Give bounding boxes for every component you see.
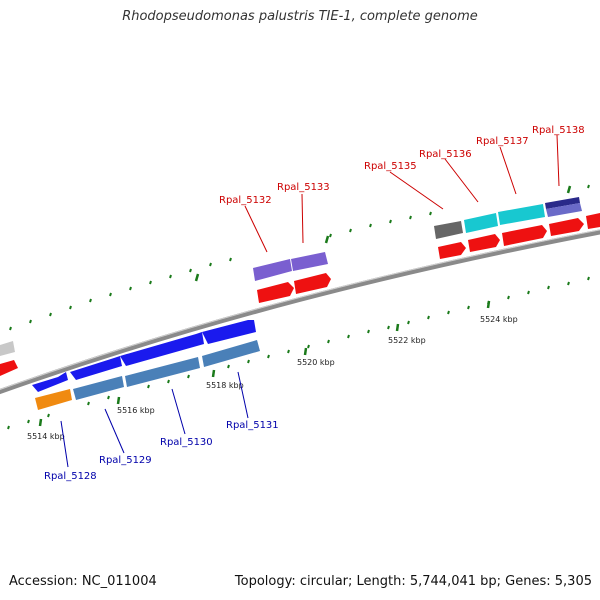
- gene-label[interactable]: Rpal_5131: [226, 420, 279, 431]
- gene-feature[interactable]: [498, 204, 545, 225]
- scale-label: 5524 kbp: [480, 315, 518, 324]
- scale-label: 5514 kbp: [27, 432, 65, 441]
- gene-feature[interactable]: [73, 376, 124, 400]
- gene-label[interactable]: Rpal_5133: [277, 182, 330, 193]
- genome-backbone-highlight: [0, 229, 600, 390]
- gene-feature[interactable]: [253, 259, 292, 281]
- gene-feature[interactable]: [202, 320, 256, 344]
- gene-features-right[interactable]: [434, 197, 600, 259]
- gene-feature[interactable]: [464, 213, 498, 233]
- gene-feature[interactable]: [120, 332, 204, 366]
- gene-label[interactable]: Rpal_5136: [419, 149, 472, 160]
- gene-feature[interactable]: [35, 389, 72, 410]
- gene-feature[interactable]: [434, 221, 463, 239]
- gene-label[interactable]: Rpal_5137: [476, 136, 529, 147]
- gene-feature[interactable]: [0, 341, 15, 356]
- gene-label[interactable]: Rpal_5138: [532, 125, 585, 136]
- gene-feature[interactable]: [546, 203, 582, 217]
- scale-label: 5516 kbp: [117, 406, 155, 415]
- gene-feature[interactable]: [70, 356, 122, 380]
- gene-feature[interactable]: [586, 213, 600, 229]
- gene-feature[interactable]: [468, 234, 500, 252]
- gene-feature[interactable]: [438, 242, 466, 259]
- gene-label[interactable]: Rpal_5128: [44, 471, 97, 482]
- topology-text: Topology: circular; Length: 5,744,041 bp…: [234, 574, 592, 589]
- label-leaders-top: [244, 134, 560, 253]
- lower-ruler: [7, 276, 590, 430]
- gene-feature[interactable]: [257, 282, 294, 303]
- scale-label: 5522 kbp: [388, 336, 426, 345]
- gene-feature[interactable]: [545, 197, 580, 209]
- label-leaders-bottom: [60, 371, 249, 468]
- gene-label[interactable]: Rpal_5130: [160, 437, 213, 448]
- upper-ruler: [9, 184, 590, 331]
- gene-feature[interactable]: [502, 225, 547, 246]
- scale-label: 5520 kbp: [297, 358, 335, 367]
- gene-features-bottom[interactable]: [0, 320, 260, 410]
- scale-label: 5518 kbp: [206, 381, 244, 390]
- gene-feature[interactable]: [294, 273, 331, 294]
- gene-label[interactable]: Rpal_5129: [99, 455, 152, 466]
- gene-feature[interactable]: [32, 372, 68, 392]
- genome-backbone: [0, 229, 600, 395]
- gene-features-middle[interactable]: [253, 252, 331, 303]
- map-title: Rhodopseudomonas palustris TIE-1, comple…: [122, 9, 478, 24]
- gene-feature[interactable]: [125, 357, 200, 387]
- gene-feature[interactable]: [549, 218, 584, 236]
- accession-text: Accession: NC_011004: [9, 574, 157, 589]
- gene-feature[interactable]: [291, 252, 328, 271]
- gene-label[interactable]: Rpal_5132: [219, 195, 272, 206]
- gene-feature[interactable]: [0, 360, 18, 376]
- gene-label[interactable]: Rpal_5135: [364, 161, 417, 172]
- gene-feature[interactable]: [202, 340, 260, 367]
